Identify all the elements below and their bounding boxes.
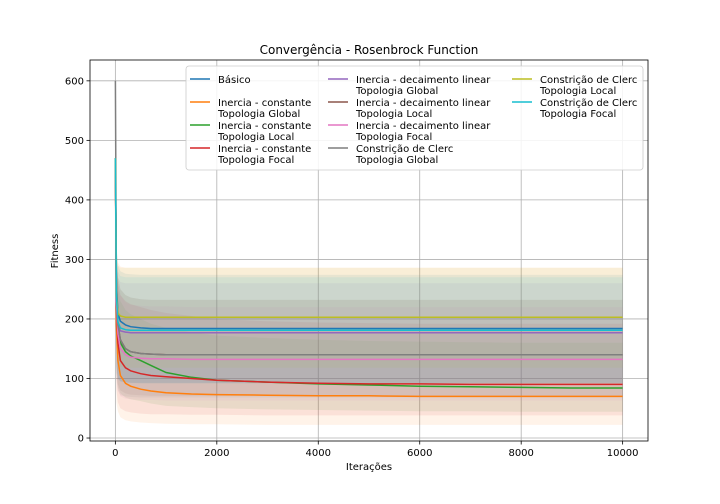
y-tick-label: 300 [65, 255, 84, 266]
line-series-8 [114, 80, 623, 356]
legend-box [185, 65, 644, 171]
x-tick-label: 6000 [407, 448, 432, 459]
chart-title: Convergência - Rosenbrock Function [260, 43, 479, 57]
legend-label-7: Inercia - decaimento linear Topologia Foc… [355, 121, 491, 143]
line-series-5 [114, 158, 623, 334]
y-tick-label: 200 [65, 314, 84, 325]
y-tick-label: 0 [78, 434, 84, 445]
band-series-5 [115, 158, 623, 383]
line-series-4 [114, 158, 623, 386]
x-axis-ticks: 0 2000 4000 6000 8000 10000 [112, 441, 639, 459]
x-tick-label: 4000 [306, 448, 331, 459]
line-series-9 [114, 158, 623, 318]
legend: Básico Inercia - constante Topologia Globa… [185, 65, 644, 171]
line-series-1 [114, 158, 623, 330]
band-series-7 [115, 158, 623, 401]
y-axis-ticks: 0 100 200 300 400 500 600 [65, 76, 90, 445]
line-series-10 [114, 158, 623, 332]
x-tick-label: 10000 [607, 448, 639, 459]
band-series-2 [115, 158, 623, 425]
legend-label-10: Constrição de Clerc Topologia Focal [539, 98, 637, 120]
y-tick-label: 500 [65, 136, 84, 147]
legend-label-1: Básico [218, 74, 251, 86]
legend-label-4: Inercia - constante Topologia Focal [217, 144, 311, 166]
line-series-7 [114, 158, 623, 361]
legend-label-2: Inercia - constante Topologia Global [217, 98, 311, 120]
band-series-6 [115, 158, 623, 396]
confidence-bands [115, 80, 623, 425]
band-series-10 [115, 158, 623, 384]
band-series-9 [115, 158, 623, 368]
legend-label-5: Inercia - decaimento linear Topologia Glo… [355, 75, 491, 97]
legend-label-9: Constrição de Clerc Topologia Local [539, 75, 637, 97]
plot-frame [89, 59, 649, 442]
y-tick-label: 100 [65, 374, 84, 385]
x-axis-label: Iterações [346, 462, 392, 473]
y-axis-label: Fitness [50, 234, 61, 269]
band-series-3 [115, 158, 623, 412]
series-lines [114, 80, 623, 398]
legend-label-6: Inercia - decaimento linear Topologia Loc… [355, 98, 491, 120]
band-series-8 [115, 80, 623, 398]
band-series-1 [115, 158, 623, 384]
legend-label-8: Constrição de Clerc Topologia Global [355, 144, 453, 166]
x-tick-label: 8000 [508, 448, 533, 459]
line-series-2 [114, 158, 623, 398]
x-tick-label: 2000 [204, 448, 229, 459]
band-series-4 [115, 158, 623, 416]
y-tick-label: 600 [65, 76, 84, 87]
y-tick-label: 400 [65, 195, 84, 206]
line-series-3 [114, 158, 623, 389]
legend-label-3: Inercia - constante Topologia Local [217, 121, 311, 143]
x-tick-label: 0 [112, 448, 118, 459]
